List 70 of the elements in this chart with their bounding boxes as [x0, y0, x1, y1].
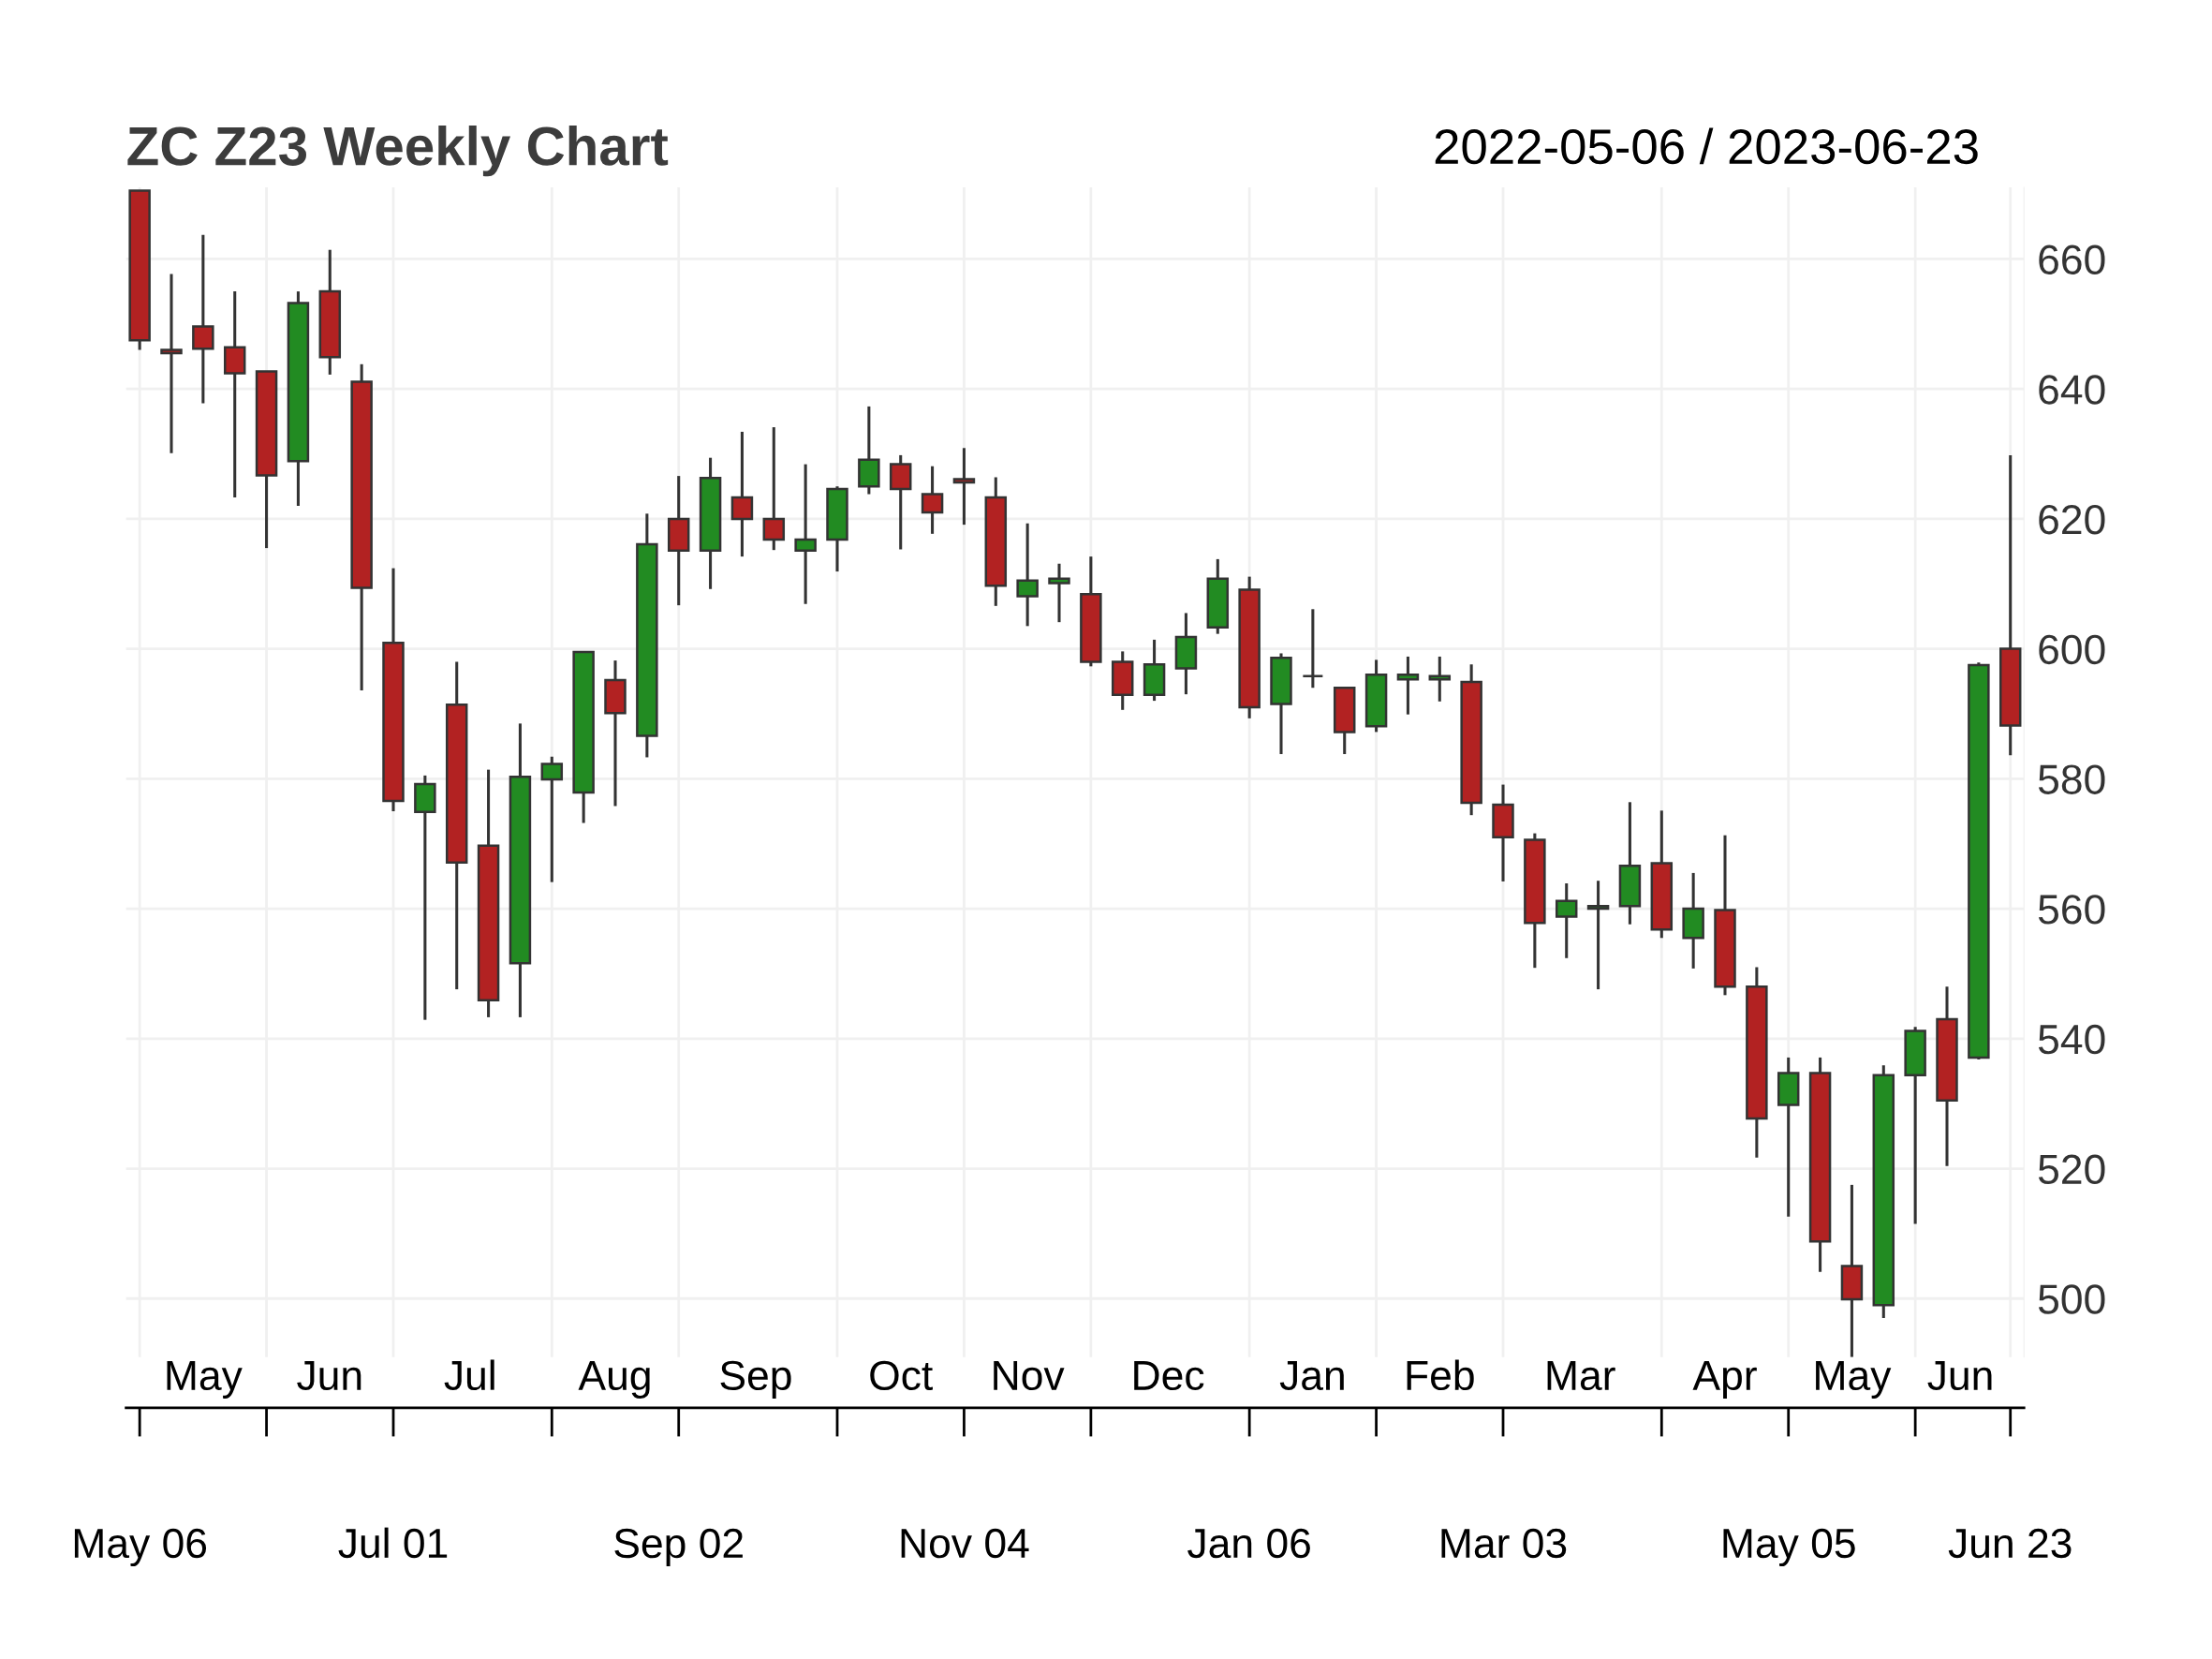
candlestick: [699, 457, 722, 589]
candlestick: [1840, 1183, 1864, 1357]
x2-tick-label: Jan: [1279, 1361, 1344, 1391]
x2-tick-label: Mar: [1547, 1361, 1615, 1391]
candlestick: [477, 769, 500, 1017]
x-tick-label: Mar 03: [1441, 1528, 1567, 1559]
candlestick: [1048, 563, 1070, 624]
x-tick-label: May 05: [1723, 1528, 1855, 1567]
y-tick-label: 620: [2039, 504, 2105, 535]
candlestick: [1746, 967, 1768, 1158]
x2-tick-label: Aug: [578, 1361, 650, 1399]
candlestick: [667, 476, 690, 607]
chart-subtitle: 2022-05-06 / 2023-06-23: [1435, 127, 1978, 165]
y-tick-label: 660: [2039, 244, 2105, 274]
candlestick: [160, 274, 183, 453]
candlestick: [858, 405, 880, 495]
x-tick-label: Nov 04: [901, 1528, 1029, 1559]
x2-tick-label: May: [167, 1361, 243, 1399]
x2-tick-label: Dec: [1134, 1361, 1204, 1391]
candlestick: [952, 448, 976, 526]
candlestick: [604, 660, 627, 807]
candlestick: [350, 363, 373, 690]
candlestick: [636, 513, 658, 758]
x2-tick-label: May: [1816, 1361, 1892, 1399]
candlestick: [1586, 881, 1610, 991]
x-tick-label: Jul 01: [338, 1527, 448, 1559]
candlestick: [730, 430, 754, 558]
x2-tick-label: Jun: [297, 1361, 361, 1391]
y-tick-label: 600: [2039, 634, 2105, 665]
y-tick-label: 560: [2038, 895, 2105, 925]
candlestick: [1492, 784, 1514, 881]
candlestick: [1396, 655, 1420, 715]
candlestick: [1460, 664, 1482, 817]
x-tick-label: Jan 06: [1187, 1528, 1310, 1559]
y-tick-label: 540: [2038, 1024, 2105, 1055]
candlestick: [1270, 653, 1292, 754]
x-tick-label: May 06: [74, 1528, 207, 1567]
x2-tick-label: Jul: [444, 1359, 494, 1391]
candlestick: [826, 486, 848, 573]
y-tick-label: 520: [2038, 1154, 2105, 1185]
candlestick: [223, 291, 246, 497]
candlestick: [1682, 871, 1704, 969]
x2-tick-label: Jun: [1927, 1361, 1992, 1391]
y-tick-label: 500: [2038, 1284, 2105, 1314]
y-tick-label: 640: [2039, 375, 2105, 405]
x-tick-label: Sep 02: [614, 1528, 743, 1567]
x2-tick-label: Feb: [1407, 1359, 1474, 1391]
candlestick: [1016, 523, 1039, 627]
x-tick-label: Jun 23: [1948, 1528, 2072, 1559]
candlestick: [1998, 454, 2022, 756]
x2-tick-label: Sep: [720, 1360, 791, 1399]
x2-tick-label: Apr: [1692, 1361, 1757, 1399]
candlestick: [509, 723, 532, 1017]
candlestick: [921, 466, 944, 534]
candlestick: [1936, 986, 1958, 1166]
candlestick: [1618, 802, 1642, 925]
candlestick: [382, 568, 405, 812]
candlestick: [984, 477, 1008, 606]
candlestick: [794, 464, 817, 604]
candlestick: [318, 249, 342, 375]
candlestick: [1174, 613, 1198, 696]
y-tick-label: 580: [2038, 764, 2105, 794]
candlestick: [1555, 883, 1578, 958]
candlestick: [1714, 835, 1736, 996]
candlestick: [192, 234, 214, 404]
x2-tick-label: Nov: [994, 1361, 1065, 1391]
chart-title: ZC Z23 Weekly Chart: [127, 125, 669, 177]
candlestick: [445, 661, 468, 991]
x2-tick-label: Oct: [870, 1360, 933, 1391]
candlestick: [1428, 655, 1452, 702]
